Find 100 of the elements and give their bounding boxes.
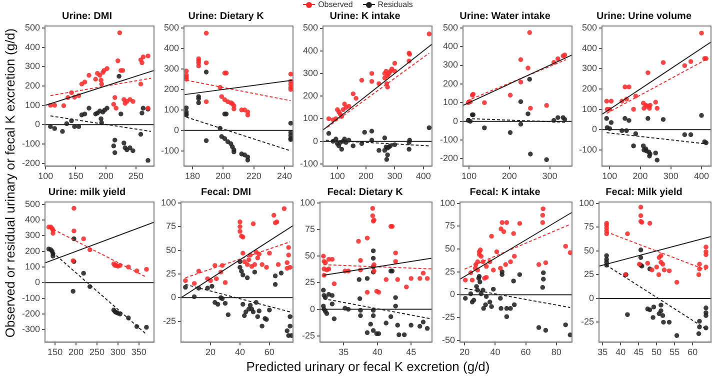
y-tick-label: 200 xyxy=(164,84,180,94)
x-tick-label: 300 xyxy=(110,347,126,358)
x-tick-label: 20 xyxy=(459,347,470,358)
x-tick-label: 40 xyxy=(615,347,626,358)
x-tick-label: 45 xyxy=(633,347,644,358)
x-tick-label: 220 xyxy=(246,171,262,182)
y-tick-label: 0 xyxy=(310,304,316,314)
x-tick-label: 35 xyxy=(597,347,608,358)
x-tick-label: 240 xyxy=(277,171,292,182)
y-tick-label: -300 xyxy=(22,324,40,334)
y-axis-title: Observed or residual urinary or fecal K excretion (g/d) xyxy=(2,28,18,338)
y-tick-label: 400 xyxy=(303,45,318,56)
y-tick-label: -200 xyxy=(22,158,40,168)
y-tick-label: 400 xyxy=(164,43,180,53)
y-tick-label: 25 xyxy=(166,268,176,278)
y-tick-label: 100 xyxy=(161,197,176,208)
y-tick-label: 100 xyxy=(582,104,597,114)
y-tick-label: -100 xyxy=(440,134,458,145)
y-tick-label: 25 xyxy=(305,277,316,288)
chart-title: Urine: DMI xyxy=(62,10,112,22)
y-tick-label: -100 xyxy=(22,138,40,148)
y-tick-label: 50 xyxy=(584,245,594,256)
x-tick-label: 20 xyxy=(206,347,216,358)
x-tick-label: 45 xyxy=(406,347,416,358)
y-tick-label: 400 xyxy=(582,42,597,53)
x-tick-label: 300 xyxy=(542,171,557,182)
y-tick-label: -25 xyxy=(163,316,176,326)
legend-label: Residuals xyxy=(378,0,413,9)
x-tick-label: 200 xyxy=(502,171,517,182)
y-tick-label: 500 xyxy=(303,22,318,33)
y-tick-label: 100 xyxy=(578,198,594,208)
y-tick-label: 200 xyxy=(303,90,318,101)
y-tick-label: 25 xyxy=(584,269,594,280)
y-tick-label: 50 xyxy=(444,244,455,254)
y-tick-label: 0 xyxy=(174,124,180,135)
x-tick-label: 300 xyxy=(388,171,403,182)
y-tick-label: 0 xyxy=(35,277,40,288)
y-tick-label: -100 xyxy=(22,292,40,303)
chart-title: Urine: Urine volume xyxy=(596,10,692,22)
y-tick-label: 300 xyxy=(24,230,40,240)
y-tick-label: 25 xyxy=(444,266,455,276)
chart-title: Urine: Water intake xyxy=(459,10,550,22)
y-tick-label: 300 xyxy=(164,63,180,74)
legend-label: Observed xyxy=(318,0,353,9)
y-tick-label: 200 xyxy=(24,246,40,256)
x-tick-label: 200 xyxy=(216,171,231,182)
y-tick-label: -50 xyxy=(442,334,455,345)
x-tick-label: 400 xyxy=(694,171,709,182)
x-tick-label: 40 xyxy=(490,347,500,358)
chart-title: Fecal: Dietary K xyxy=(328,186,404,198)
y-tick-label: 100 xyxy=(24,261,40,272)
y-tick-label: 300 xyxy=(442,60,458,70)
x-tick-label: 100 xyxy=(461,171,476,182)
x-tick-label: 60 xyxy=(264,347,275,358)
y-tick-label: 200 xyxy=(442,78,458,88)
chart-title: Fecal: Milk yield xyxy=(605,186,682,198)
y-tick-label: 200 xyxy=(582,83,597,94)
chart-title: Fecal: DMI xyxy=(201,186,252,198)
x-tick-label: 40 xyxy=(372,347,383,358)
chart-title: Urine: K intake xyxy=(330,10,402,22)
x-axis-title: Predicted urinary or fecal K excretion (g/d) xyxy=(245,359,491,374)
y-tick-label: -200 xyxy=(22,308,40,318)
y-tick-label: 300 xyxy=(582,63,597,74)
y-tick-label: 500 xyxy=(164,22,180,33)
x-tick-label: 400 xyxy=(416,171,432,182)
x-tick-label: 300 xyxy=(663,171,678,182)
y-tick-label: 0 xyxy=(313,136,318,146)
x-tick-label: 60 xyxy=(520,347,530,358)
y-tick-label: 100 xyxy=(300,198,316,208)
y-tick-label: 50 xyxy=(305,250,316,261)
x-tick-label: 100 xyxy=(602,171,617,182)
y-tick-label: 500 xyxy=(24,198,40,209)
y-tick-label: 0 xyxy=(35,119,40,130)
chart-title: Urine: Dietary K xyxy=(188,10,265,22)
y-tick-label: -25 xyxy=(302,330,316,340)
y-tick-label: 300 xyxy=(303,68,318,78)
y-tick-label: 0 xyxy=(452,116,458,126)
y-tick-label: 0 xyxy=(450,289,455,300)
y-tick-label: 0 xyxy=(588,292,594,303)
x-tick-label: 55 xyxy=(669,347,680,358)
y-tick-label: 100 xyxy=(164,104,180,114)
y-tick-label: 400 xyxy=(24,214,40,224)
x-tick-label: 180 xyxy=(185,171,200,182)
y-tick-label: -100 xyxy=(578,144,597,154)
y-tick-label: 500 xyxy=(24,22,40,32)
y-tick-label: 100 xyxy=(440,198,455,208)
x-tick-label: 200 xyxy=(632,171,648,182)
y-tick-label: 0 xyxy=(171,292,176,302)
y-tick-label: 500 xyxy=(582,22,597,33)
y-tick-label: 400 xyxy=(24,42,40,52)
y-tick-label: 50 xyxy=(166,244,176,255)
x-tick-label: 50 xyxy=(651,347,662,358)
x-tick-label: 200 xyxy=(68,347,84,358)
x-tick-label: 80 xyxy=(550,347,561,358)
x-tick-label: 40 xyxy=(235,347,246,358)
x-tick-label: 200 xyxy=(98,171,114,182)
x-tick-label: 350 xyxy=(131,347,146,358)
y-tick-label: 75 xyxy=(166,221,176,232)
y-tick-label: -200 xyxy=(440,153,458,164)
y-tick-label: 100 xyxy=(442,97,458,108)
